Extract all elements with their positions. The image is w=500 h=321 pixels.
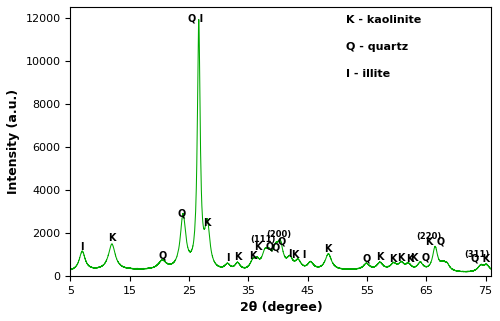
Text: K: K <box>108 233 116 243</box>
X-axis label: 2θ (degree): 2θ (degree) <box>240 301 322 314</box>
Text: K: K <box>250 251 257 261</box>
Text: K Q: K Q <box>256 241 274 251</box>
Text: Q K: Q K <box>471 253 490 263</box>
Text: K: K <box>406 254 413 264</box>
Text: Q I: Q I <box>188 13 204 23</box>
Text: K: K <box>398 253 405 263</box>
Y-axis label: Intensity (a.u.): Intensity (a.u.) <box>7 89 20 194</box>
Text: I: I <box>226 253 230 263</box>
Text: K: K <box>204 218 211 228</box>
Text: Q: Q <box>362 253 370 263</box>
Text: K I: K I <box>292 250 306 260</box>
Text: I - illite: I - illite <box>346 69 391 79</box>
Text: Q - quartz: Q - quartz <box>346 42 408 52</box>
Text: Q: Q <box>278 236 285 246</box>
Text: K: K <box>376 252 384 263</box>
Text: I: I <box>288 248 292 259</box>
Text: I: I <box>80 242 84 252</box>
Text: Q: Q <box>158 250 166 261</box>
Text: K: K <box>234 252 241 262</box>
Text: K: K <box>388 254 396 264</box>
Text: K: K <box>324 244 332 254</box>
Text: K Q: K Q <box>410 253 430 263</box>
Text: (111): (111) <box>250 235 276 244</box>
Text: K Q: K Q <box>426 237 444 247</box>
Text: (200): (200) <box>266 230 291 239</box>
Text: Q: Q <box>272 242 280 252</box>
Text: Q: Q <box>177 208 186 218</box>
Text: K - kaolinite: K - kaolinite <box>346 15 422 25</box>
Text: (311): (311) <box>464 249 489 259</box>
Text: (220): (220) <box>416 232 442 241</box>
